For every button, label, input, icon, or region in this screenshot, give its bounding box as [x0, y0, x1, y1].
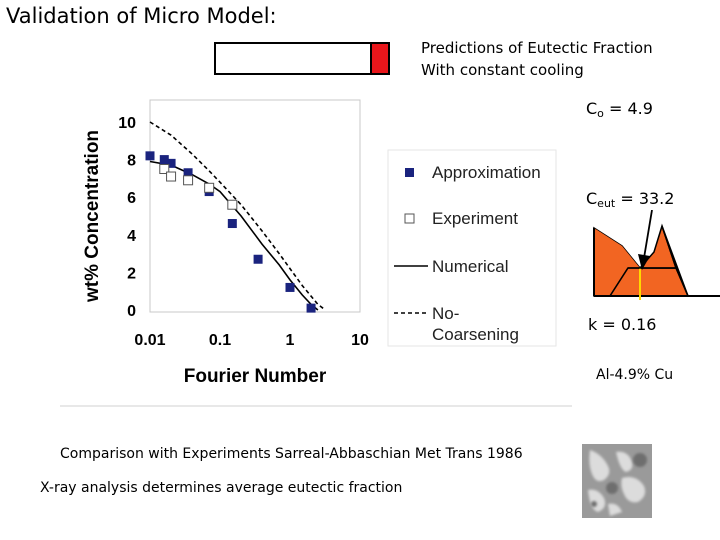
y-tick-label: 8 — [127, 153, 136, 170]
co-symbol: C — [586, 99, 598, 118]
legend-label: No- — [432, 304, 459, 323]
x-tick-label: 0.1 — [209, 332, 231, 349]
y-tick-label: 4 — [127, 228, 136, 245]
ceut-symbol: C — [586, 189, 598, 208]
approximation-point — [285, 282, 295, 292]
y-tick-label: 6 — [127, 190, 136, 207]
experiment-point — [227, 199, 238, 210]
y-axis-label: wt% Concentration — [82, 130, 103, 303]
ceut-arrow-shaft — [643, 210, 653, 259]
x-tick-label: 10 — [351, 332, 369, 349]
predictions-line-2: With constant cooling — [421, 61, 584, 79]
ceut-arrow-head — [638, 254, 650, 270]
ceut-subscript: eut — [597, 197, 616, 210]
legend-label: Numerical — [432, 257, 509, 276]
xray-caption: X-ray analysis determines average eutect… — [40, 480, 403, 496]
y-tick-label: 0 — [127, 303, 136, 320]
legend-label: Approximation — [432, 163, 541, 182]
approximation-point — [227, 219, 237, 229]
approximation-point — [166, 158, 176, 168]
color-legend-bar — [214, 42, 390, 75]
co-subscript: o — [597, 107, 604, 120]
micrograph-image — [582, 444, 652, 518]
comparison-caption: Comparison with Experiments Sarreal-Abba… — [60, 446, 523, 462]
legend-label: Experiment — [432, 209, 518, 228]
legend-label: Coarsening — [432, 325, 519, 344]
phase-diagram — [593, 223, 720, 300]
ceut-value: = 33.2 — [615, 189, 675, 208]
phase-region-right — [661, 225, 689, 297]
approximation-point — [306, 303, 316, 313]
approximation-point — [159, 155, 169, 165]
co-value: = 4.9 — [603, 99, 653, 118]
experiment-point — [204, 182, 215, 193]
alloy-label: Al-4.9% Cu — [596, 367, 674, 383]
color-legend-red-segment — [370, 44, 388, 73]
approximation-point — [145, 151, 155, 161]
experiment-point — [159, 164, 170, 174]
plot-area — [149, 99, 361, 313]
ceut-annotation: Ceut = 33.2 — [586, 189, 674, 210]
co-annotation: Co = 4.9 — [586, 99, 653, 120]
approximation-point — [253, 254, 263, 264]
x-axis-label: Fourier Number — [184, 366, 327, 387]
y-tick-label: 10 — [118, 115, 136, 132]
no-coarsening-line — [149, 121, 326, 311]
k-annotation: k = 0.16 — [588, 315, 657, 334]
legend-experiment-marker — [404, 213, 415, 224]
slide-title: Validation of Micro Model: — [6, 4, 277, 28]
predictions-line-1: Predictions of Eutectic Fraction — [421, 39, 653, 57]
ceut-arrow — [638, 210, 653, 270]
approximation-point — [183, 168, 193, 178]
x-tick-label: 1 — [286, 332, 295, 349]
legend-approximation-marker — [405, 168, 414, 177]
experiment-point — [166, 171, 177, 182]
x-tick-label: 0.01 — [134, 332, 165, 349]
y-tick-label: 2 — [127, 265, 136, 282]
experiment-point — [183, 175, 194, 186]
